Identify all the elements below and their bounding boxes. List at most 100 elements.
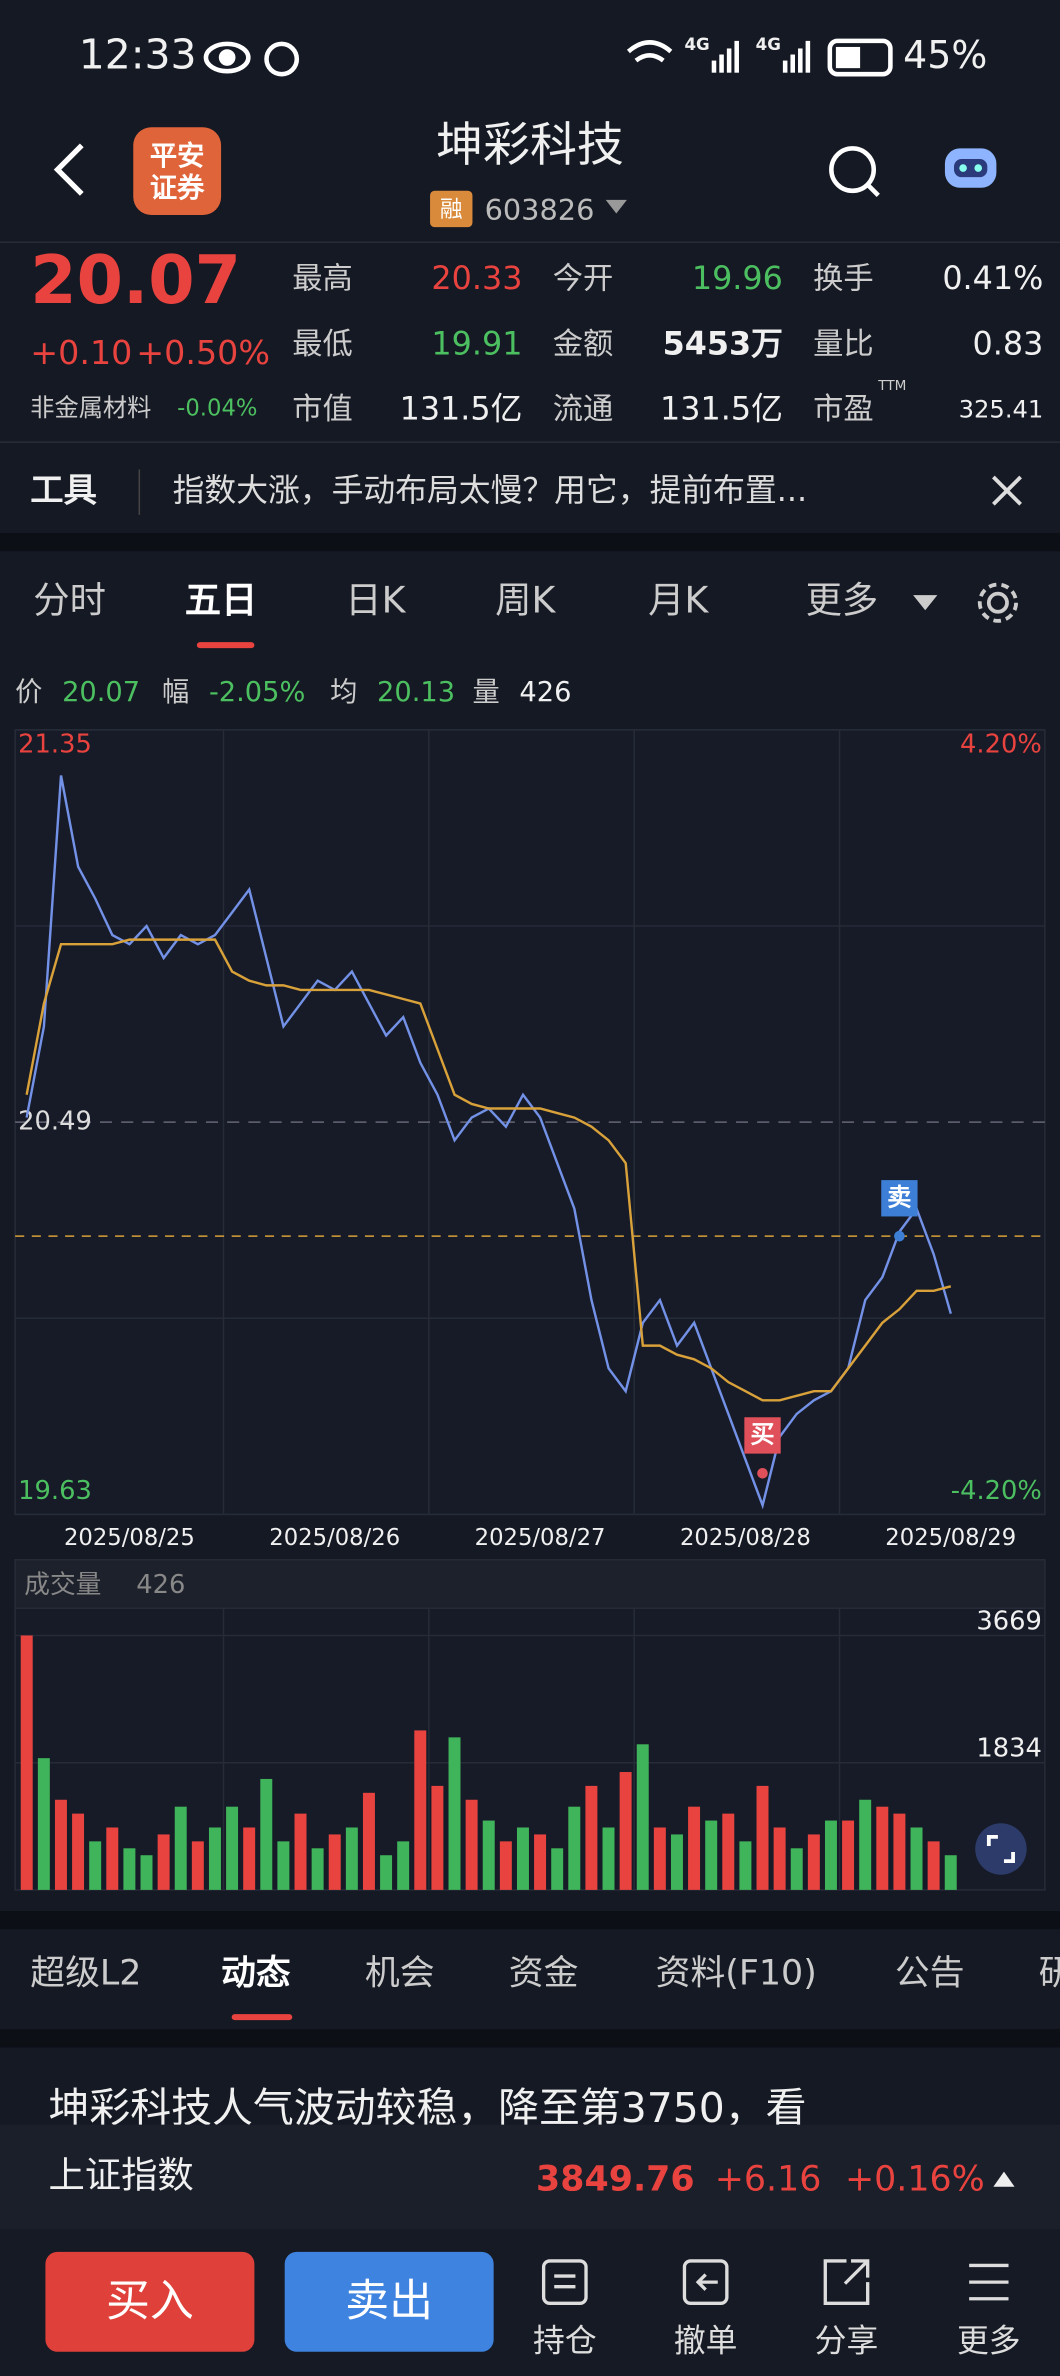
price-change: +0.10 — [30, 333, 132, 372]
news-tab[interactable]: 公告 — [895, 1954, 965, 1994]
news-tab[interactable]: 资金 — [509, 1954, 579, 1994]
margin-tag: 融 — [440, 197, 463, 223]
period-tab[interactable]: 月K — [648, 579, 709, 622]
volume-bar — [876, 1806, 889, 1890]
sell-label[interactable]: 卖出 — [345, 2275, 433, 2326]
volume-bar — [277, 1841, 290, 1890]
volume-bar — [174, 1806, 187, 1890]
news-headline[interactable]: 坤彩科技人气波动较稳，降至第3750，看 — [48, 2084, 806, 2132]
volume-bar — [226, 1806, 239, 1890]
expand-button[interactable] — [975, 1823, 1027, 1875]
trade-point — [757, 1467, 768, 1479]
info-label: 幅 — [162, 677, 189, 708]
volume-bar — [551, 1848, 564, 1890]
volume-bar — [739, 1841, 752, 1890]
volume-bar — [790, 1848, 803, 1890]
trade-point — [894, 1230, 905, 1242]
y-tick-label: 19.63 — [18, 1476, 92, 1506]
volume-bar — [397, 1841, 410, 1890]
period-tab[interactable]: 更多 — [806, 579, 879, 622]
volume-bar — [859, 1799, 872, 1890]
last-price: 20.07 — [30, 241, 241, 319]
volume-bar — [157, 1834, 170, 1890]
code-dropdown[interactable] — [605, 199, 627, 214]
news-tab[interactable]: 机会 — [365, 1954, 435, 1994]
stat-value: 131.5亿 — [400, 390, 523, 427]
period-tab[interactable]: 五日 — [185, 579, 258, 622]
stat-label: 换手 — [813, 262, 874, 297]
y2-tick-label: -4.20% — [951, 1476, 1042, 1506]
volume-bar — [414, 1730, 427, 1890]
search-button[interactable] — [829, 146, 877, 194]
volume-title: 成交量 — [24, 1570, 101, 1600]
assistant-button[interactable] — [944, 148, 997, 188]
stat-label: 市值 — [292, 392, 353, 427]
news-tab[interactable]: 研 — [1039, 1954, 1060, 1994]
stock-code: 603826 — [485, 193, 595, 227]
volume-bar — [619, 1772, 632, 1890]
stat-value: 0.41% — [942, 260, 1043, 297]
back-button[interactable] — [53, 143, 84, 196]
trade-badge — [881, 1180, 918, 1217]
news-tab[interactable]: 超级L2 — [30, 1954, 141, 1994]
pe-suffix: TTM — [877, 378, 906, 394]
volume-bar — [328, 1834, 341, 1890]
close-tool-bar[interactable] — [992, 475, 1022, 506]
volume-bar — [294, 1813, 307, 1890]
volume-bar — [807, 1834, 820, 1890]
settings-button[interactable] — [977, 582, 1018, 623]
network-label: 4G — [756, 35, 781, 54]
volume-bar — [465, 1799, 478, 1890]
y-tick-label: 20.49 — [18, 1107, 92, 1137]
stat-value: 131.5亿 — [660, 390, 783, 427]
index-value: 3849.76 — [536, 2160, 695, 2200]
buy-button[interactable] — [45, 2251, 255, 2352]
index-change: +6.16 — [715, 2160, 822, 2200]
y-tick-label: 1834 — [976, 1734, 1041, 1764]
volume-bar — [927, 1841, 940, 1890]
tool-label: 工具 — [30, 471, 97, 510]
news-tab[interactable]: 资料(F10) — [656, 1954, 817, 1994]
active-tab-underline — [196, 642, 255, 649]
period-tab[interactable]: 日K — [345, 579, 406, 622]
sell-button[interactable] — [284, 2251, 494, 2352]
volume-bar — [722, 1813, 735, 1890]
news-tab[interactable]: 动态 — [221, 1954, 291, 1994]
action-tool[interactable]: 持仓 — [533, 2323, 597, 2360]
search-handle — [866, 183, 880, 197]
trade-label: 买 — [750, 1420, 774, 1448]
stat-label: 市盈 — [813, 392, 874, 427]
volume-bar — [910, 1827, 923, 1890]
period-tab[interactable]: 周K — [495, 579, 556, 622]
status-icons — [203, 38, 893, 77]
volume-bar — [311, 1848, 324, 1890]
volume-bar — [602, 1827, 615, 1890]
info-label: 量 — [472, 677, 499, 708]
broker-logo-text: 证券 — [150, 172, 205, 204]
margin-tag-bg — [430, 190, 473, 228]
volume-bar — [140, 1855, 153, 1890]
buy-label[interactable]: 买入 — [106, 2275, 194, 2326]
volume-bar — [208, 1827, 221, 1890]
info-value: 20.07 — [62, 677, 140, 708]
volume-bar — [499, 1841, 512, 1890]
action-tool[interactable]: 撤单 — [674, 2323, 738, 2360]
period-tab[interactable]: 分时 — [33, 579, 106, 622]
action-tool[interactable]: 更多 — [957, 2323, 1021, 2360]
broker-logo[interactable] — [133, 127, 222, 216]
index-bar[interactable] — [0, 2124, 1060, 2230]
stat-label: 最低 — [292, 327, 353, 362]
volume-bar — [482, 1820, 495, 1890]
index-bar-arrow[interactable] — [993, 2171, 1015, 2187]
more-dropdown[interactable] — [913, 595, 938, 611]
average-line — [25, 938, 952, 1402]
stat-value: 19.96 — [692, 260, 783, 297]
stat-label: 量比 — [813, 327, 874, 362]
volume-bar — [756, 1785, 769, 1890]
tool-promo[interactable]: 指数大涨，手动布局太慢？用它，提前布置... — [173, 472, 807, 509]
x-tick-label: 2025/08/29 — [885, 1525, 1016, 1551]
y-tick-label: 21.35 — [18, 730, 92, 760]
action-tool[interactable]: 分享 — [815, 2323, 879, 2360]
